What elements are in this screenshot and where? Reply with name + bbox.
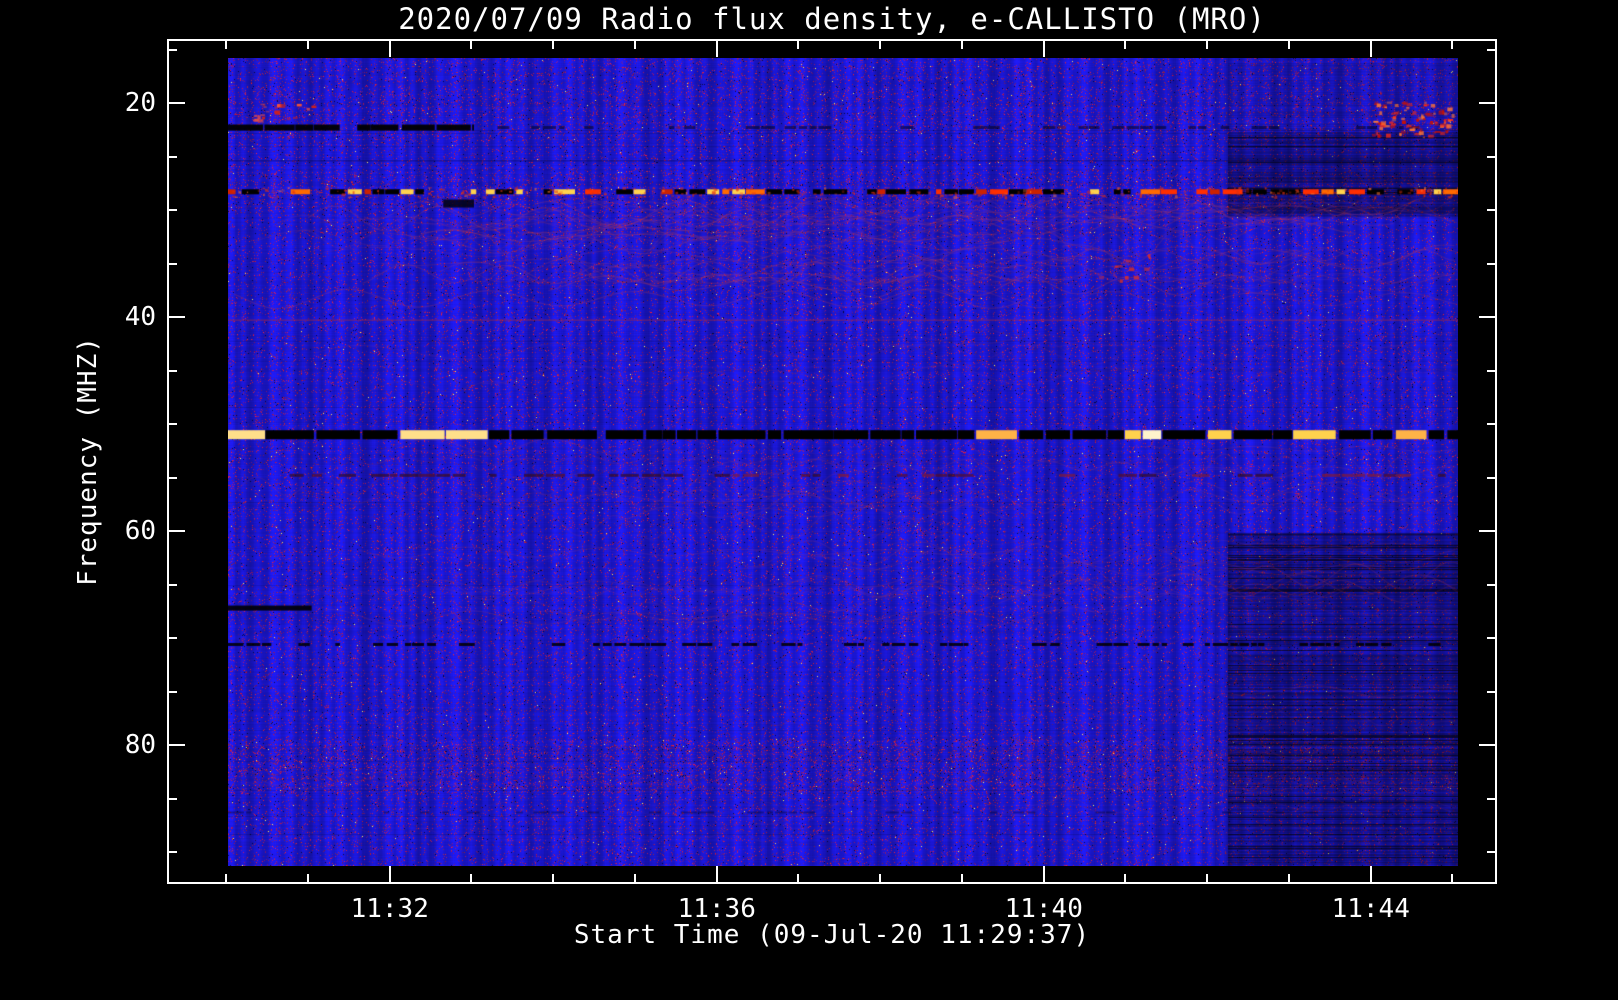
x-axis-title: Start Time (09-Jul-20 11:29:37) bbox=[573, 920, 1091, 950]
axis-tick-minor bbox=[1124, 41, 1127, 49]
axis-tick-minor bbox=[1451, 41, 1454, 49]
y-tick-label: 40 bbox=[124, 302, 156, 333]
axis-tick-minor bbox=[1487, 476, 1495, 479]
axis-tick-minor bbox=[1287, 874, 1290, 882]
axis-tick-minor bbox=[1487, 155, 1495, 158]
axis-tick-minor bbox=[1287, 41, 1290, 49]
axis-tick-minor bbox=[169, 637, 177, 640]
axis-tick-minor bbox=[1451, 874, 1454, 882]
axis-tick-minor bbox=[169, 476, 177, 479]
axis-tick-minor bbox=[1487, 209, 1495, 212]
axis-tick-minor bbox=[169, 690, 177, 693]
x-tick-label: 11:40 bbox=[1004, 894, 1083, 924]
axis-tick-minor bbox=[1487, 690, 1495, 693]
axis-tick-minor bbox=[1206, 874, 1209, 882]
axis-tick-minor bbox=[306, 41, 309, 49]
y-tick-label: 80 bbox=[124, 730, 156, 761]
axis-tick-major bbox=[715, 41, 718, 57]
axis-tick-major bbox=[388, 866, 391, 882]
axis-tick-minor bbox=[552, 41, 555, 49]
axis-tick-minor bbox=[552, 874, 555, 882]
x-tick-label: 11:36 bbox=[677, 894, 756, 924]
axis-tick-minor bbox=[225, 874, 228, 882]
axis-tick-minor bbox=[169, 209, 177, 212]
axis-tick-minor bbox=[1124, 874, 1127, 882]
axis-tick-minor bbox=[879, 41, 882, 49]
axis-tick-minor bbox=[1206, 41, 1209, 49]
axis-tick-minor bbox=[169, 583, 177, 586]
y-tick-label: 60 bbox=[124, 516, 156, 547]
axis-tick-major bbox=[1369, 41, 1372, 57]
axis-tick-minor bbox=[169, 155, 177, 158]
axis-tick-minor bbox=[1487, 423, 1495, 426]
axis-tick-minor bbox=[879, 874, 882, 882]
axis-tick-major bbox=[1369, 866, 1372, 882]
axis-tick-minor bbox=[797, 41, 800, 49]
chart-title: 2020/07/09 Radio flux density, e-CALLIST… bbox=[398, 2, 1266, 36]
axis-tick-minor bbox=[306, 874, 309, 882]
axis-tick-minor bbox=[169, 48, 177, 51]
axis-tick-major bbox=[388, 41, 391, 57]
axis-tick-minor bbox=[1487, 797, 1495, 800]
axis-tick-minor bbox=[169, 851, 177, 854]
axis-tick-minor bbox=[797, 874, 800, 882]
y-tick-label: 20 bbox=[124, 88, 156, 119]
axis-tick-minor bbox=[1487, 851, 1495, 854]
axis-tick-minor bbox=[470, 41, 473, 49]
axis-tick-major bbox=[169, 102, 185, 105]
axis-tick-minor bbox=[470, 874, 473, 882]
axis-tick-minor bbox=[1487, 48, 1495, 51]
axis-tick-minor bbox=[169, 423, 177, 426]
axis-tick-major bbox=[169, 530, 185, 533]
axis-tick-minor bbox=[1487, 262, 1495, 265]
axis-tick-major bbox=[1479, 744, 1495, 747]
axis-tick-minor bbox=[169, 262, 177, 265]
axis-tick-major bbox=[1479, 530, 1495, 533]
axis-tick-major bbox=[1042, 866, 1045, 882]
axis-tick-minor bbox=[960, 874, 963, 882]
axis-tick-major bbox=[1479, 102, 1495, 105]
axis-tick-minor bbox=[1487, 369, 1495, 372]
axis-tick-minor bbox=[633, 41, 636, 49]
y-axis-title: Frequency (MHZ) bbox=[73, 336, 103, 586]
axis-tick-major bbox=[715, 866, 718, 882]
x-tick-label: 11:44 bbox=[1331, 894, 1410, 924]
axis-tick-minor bbox=[633, 874, 636, 882]
spectrogram-canvas bbox=[228, 58, 1458, 866]
axis-tick-major bbox=[169, 744, 185, 747]
x-tick-label: 11:32 bbox=[350, 894, 429, 924]
axis-tick-major bbox=[1479, 316, 1495, 319]
axis-tick-minor bbox=[960, 41, 963, 49]
axis-tick-minor bbox=[169, 369, 177, 372]
axis-tick-minor bbox=[169, 797, 177, 800]
axis-tick-minor bbox=[225, 41, 228, 49]
axis-tick-minor bbox=[1487, 583, 1495, 586]
axis-tick-major bbox=[1042, 41, 1045, 57]
axis-tick-minor bbox=[1487, 637, 1495, 640]
axis-tick-major bbox=[169, 316, 185, 319]
plot-frame bbox=[167, 39, 1497, 884]
